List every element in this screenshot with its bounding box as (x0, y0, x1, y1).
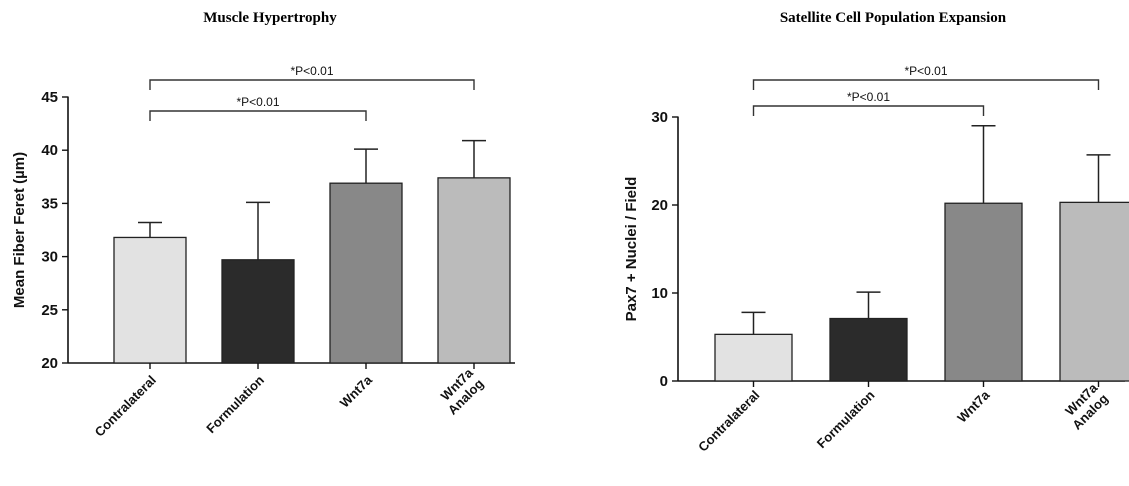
significance-label: *P<0.01 (904, 64, 947, 78)
y-tick-label: 0 (660, 373, 668, 390)
y-tick-label: 30 (41, 249, 58, 266)
bar (437, 177, 511, 364)
category-label-line: Contralateral (92, 372, 159, 439)
category-label-line: Wnt7a (954, 387, 993, 426)
muscle-hypertrophy-chart: Muscle Hypertrophy Mean Fiber Feret (µm) 2… (11, 10, 515, 440)
chart-title: Satellite Cell Population Expansion (780, 10, 1007, 26)
y-tick-label: 40 (41, 142, 58, 159)
y-axis-title: Mean Fiber Feret (µm) (11, 152, 28, 308)
category-label-line: Wnt7a (337, 372, 376, 411)
category-label: Wnt7a (954, 387, 993, 426)
y-axis-title: Pax7 + Nuclei / Field (623, 177, 640, 322)
bar (944, 202, 1023, 382)
category-label: Contralateral (92, 372, 159, 439)
y-tick-label: 20 (651, 197, 668, 214)
significance-label: *P<0.01 (847, 90, 890, 104)
bar (714, 333, 793, 382)
significance-bracket (149, 79, 475, 90)
y-tick-label: 10 (651, 285, 668, 302)
bar (329, 182, 403, 364)
bar (1059, 201, 1129, 382)
y-tick-label: 35 (41, 195, 58, 212)
category-label-line: Formulation (203, 372, 267, 436)
category-label: Formulation (203, 372, 267, 436)
category-label: Wnt7aAnalog (434, 365, 487, 418)
significance-bracket (752, 105, 985, 116)
y-tick-label: 30 (651, 109, 668, 126)
y-tick-label: 20 (41, 355, 58, 372)
bar (829, 317, 908, 382)
y-tick-label: 25 (41, 302, 58, 319)
satellite-cell-chart: Satellite Cell Population Expansion Pax7 … (623, 10, 1129, 455)
chart-title: Muscle Hypertrophy (203, 10, 337, 26)
category-label: Wnt7a (337, 372, 376, 411)
category-label-line: Formulation (814, 387, 878, 451)
category-label-line: Contralateral (695, 387, 762, 454)
y-tick-label: 45 (41, 89, 58, 106)
significance-bracket (149, 110, 367, 121)
category-label: Contralateral (695, 387, 762, 454)
significance-label: *P<0.01 (236, 95, 279, 109)
bar (221, 259, 295, 364)
significance-bracket (752, 79, 1100, 90)
significance-label: *P<0.01 (290, 64, 333, 78)
category-label: Wnt7aAnalog (1059, 380, 1112, 433)
category-label: Formulation (814, 387, 878, 451)
bar (113, 236, 187, 364)
